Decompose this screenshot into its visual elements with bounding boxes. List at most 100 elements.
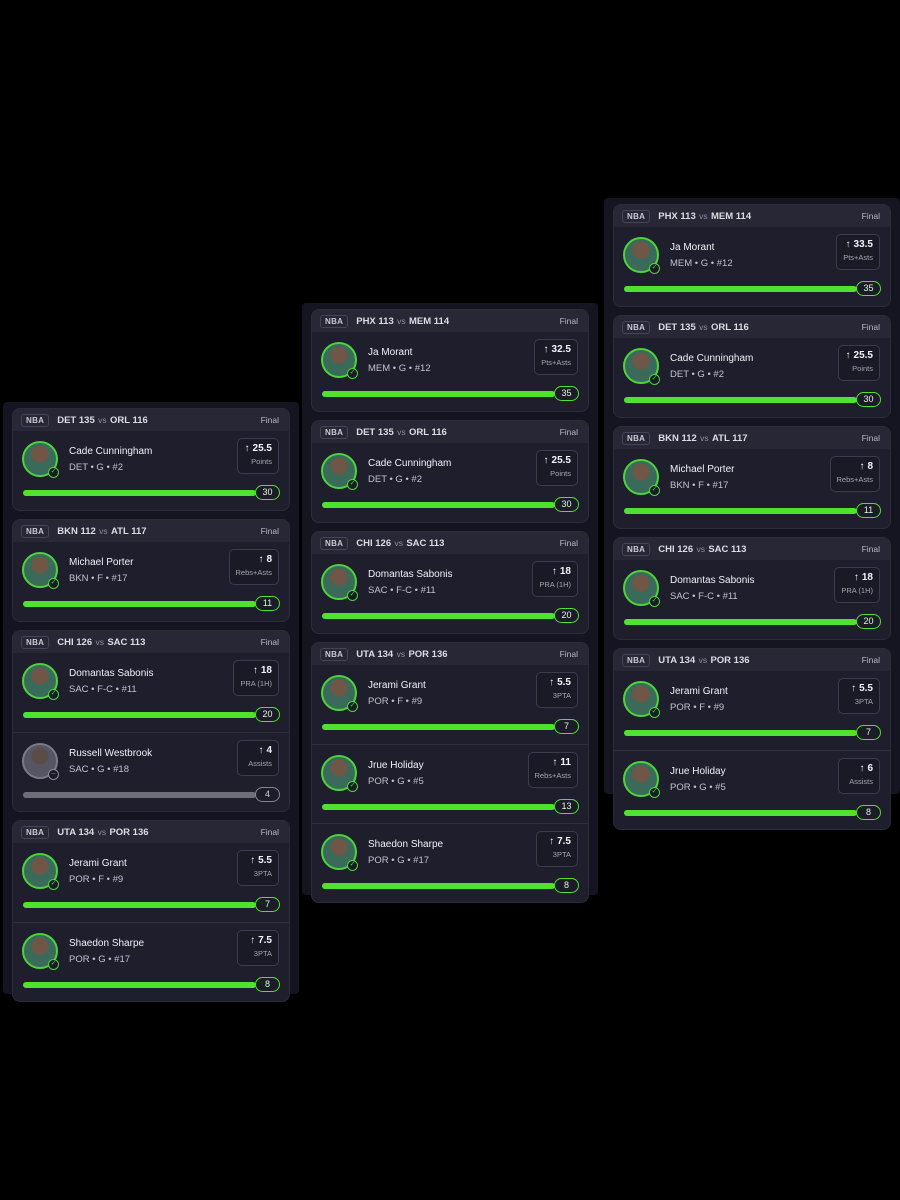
player-row[interactable]: ✓ Jerami Grant POR • F • #9 ↑ 5.5 3PTA 7 [312, 665, 588, 744]
player-row[interactable]: ✓ Cade Cunningham DET • G • #2 ↑ 25.5 Points 3… [614, 338, 890, 417]
game-card[interactable]: NBA UTA 134 vs POR 136 Final ✓ Jerami Grant P… [12, 820, 290, 1002]
player-avatar: ✓ [623, 237, 660, 274]
player-row[interactable]: ✓ Michael Porter BKN • F • #17 ↑ 8 Rebs+Asts 1… [614, 449, 890, 528]
progress-bar [624, 730, 857, 736]
player-avatar: ✓ [22, 853, 59, 890]
team2-score: 136 [132, 826, 149, 838]
progress-fill [322, 391, 555, 397]
line-value: ↑ 25.5 [244, 443, 272, 454]
matchup: CHI 126 vs SAC 113 [356, 538, 444, 549]
line-box[interactable]: ↑ 11 Rebs+Asts [527, 752, 578, 788]
line-box[interactable]: ↑ 6 Assists [838, 758, 880, 794]
game-card[interactable]: NBA UTA 134 vs POR 136 Final ✓ Jerami Grant P… [311, 642, 589, 903]
game-card[interactable]: NBA UTA 134 vs POR 136 Final ✓ Jerami Grant P… [613, 648, 891, 830]
matchup: UTA 134 vs POR 136 [356, 649, 447, 660]
arrow-up-icon: ↑ [845, 239, 851, 250]
player-row[interactable]: ✓ Ja Morant MEM • G • #12 ↑ 33.5 Pts+Asts 35 [614, 227, 890, 306]
line-box[interactable]: ↑ 18 PRA (1H) [233, 660, 279, 696]
team1-score: 134 [377, 648, 394, 660]
game-card[interactable]: NBA DET 135 vs ORL 116 Final ✓ Cade Cunningh… [12, 408, 290, 511]
line-number: 8 [266, 554, 272, 565]
stat-type: 3PTA [253, 949, 272, 958]
line-box[interactable]: ↑ 5.5 3PTA [838, 678, 880, 714]
team1-abbr: UTA [658, 654, 677, 666]
player-row[interactable]: ✓ Jrue Holiday POR • G • #5 ↑ 11 Rebs+Asts 13 [312, 744, 588, 823]
team1-score: 134 [78, 826, 95, 838]
team2-abbr: ATL [111, 525, 129, 537]
game-card[interactable]: NBA PHX 113 vs MEM 114 Final ✓ Ja Morant MEM … [613, 204, 891, 307]
progress-fill [322, 613, 555, 619]
player-row[interactable]: ✓ Jrue Holiday POR • G • #5 ↑ 6 Assists 8 [614, 750, 890, 829]
line-box[interactable]: ↑ 33.5 Pts+Asts [836, 234, 880, 270]
player-row[interactable]: ✓ Shaedon Sharpe POR • G • #17 ↑ 7.5 3PTA 8 [13, 922, 289, 1001]
progress-bar [23, 982, 256, 988]
result-badge: 30 [255, 485, 280, 500]
vs-label: vs [696, 210, 710, 221]
player-avatar: ✓ [321, 564, 358, 601]
game-card[interactable]: NBA CHI 126 vs SAC 113 Final ✓ Domantas Sabo… [12, 630, 290, 812]
line-box[interactable]: ↑ 8 Rebs+Asts [829, 456, 880, 492]
game-card[interactable]: NBA DET 135 vs ORL 116 Final ✓ Cade Cunningh… [311, 420, 589, 523]
game-header: NBA PHX 113 vs MEM 114 Final [312, 310, 588, 332]
line-box[interactable]: ↑ 25.5 Points [237, 438, 279, 474]
arrow-up-icon: ↑ [258, 745, 264, 756]
line-box[interactable]: ↑ 5.5 3PTA [536, 672, 578, 708]
line-box[interactable]: ↑ 25.5 Points [838, 345, 880, 381]
check-icon: ✓ [48, 959, 59, 970]
player-row[interactable]: ✓ Michael Porter BKN • F • #17 ↑ 8 Rebs+Asts 1… [13, 542, 289, 621]
team1-abbr: UTA [57, 826, 76, 838]
stat-type: 3PTA [552, 850, 571, 859]
player-info: MEM • G • #12 [368, 363, 431, 374]
player-row[interactable]: ✓ Domantas Sabonis SAC • F-C • #11 ↑ 18 PRA (… [614, 560, 890, 639]
team1-score: 112 [80, 525, 96, 537]
game-card[interactable]: NBA CHI 126 vs SAC 113 Final ✓ Domantas Sabo… [613, 537, 891, 640]
league-badge: NBA [622, 209, 651, 223]
line-box[interactable]: ↑ 5.5 3PTA [237, 850, 279, 886]
result-badge: 11 [255, 596, 280, 611]
game-card[interactable]: NBA DET 135 vs ORL 116 Final ✓ Cade Cunningh… [613, 315, 891, 418]
line-value: ↑ 8 [236, 554, 272, 565]
stat-type: 3PTA [854, 697, 873, 706]
player-row[interactable]: ✓ Cade Cunningham DET • G • #2 ↑ 25.5 Points 3… [312, 443, 588, 522]
stat-type: Points [550, 469, 571, 478]
line-box[interactable]: ↑ 7.5 3PTA [536, 831, 578, 867]
line-box[interactable]: ↑ 18 PRA (1H) [834, 567, 880, 603]
progress-bar [624, 397, 857, 403]
line-box[interactable]: ↑ 4 Assists [237, 740, 279, 776]
player-row[interactable]: ✓ Cade Cunningham DET • G • #2 ↑ 25.5 Points 3… [13, 431, 289, 510]
player-row[interactable]: ✓ Shaedon Sharpe POR • G • #17 ↑ 7.5 3PTA 8 [312, 823, 588, 902]
progress-bar [322, 613, 555, 619]
player-name: Jerami Grant [670, 686, 728, 697]
player-avatar: ✓ [623, 761, 660, 798]
game-card[interactable]: NBA BKN 112 vs ATL 117 Final ✓ Michael Porte… [613, 426, 891, 529]
line-box[interactable]: ↑ 8 Rebs+Asts [228, 549, 279, 585]
game-card[interactable]: NBA CHI 126 vs SAC 113 Final ✓ Domantas Sabo… [311, 531, 589, 634]
player-row[interactable]: ✓ Jerami Grant POR • F • #9 ↑ 5.5 3PTA 7 [13, 843, 289, 922]
line-box[interactable]: ↑ 7.5 3PTA [237, 930, 279, 966]
line-value: ↑ 11 [535, 757, 571, 768]
line-value: ↑ 18 [240, 665, 272, 676]
team1-abbr: DET [658, 321, 678, 333]
player-row[interactable]: ✓ Jerami Grant POR • F • #9 ↑ 5.5 3PTA 7 [614, 671, 890, 750]
game-status: Final [861, 211, 880, 221]
player-row[interactable]: ✓ Domantas Sabonis SAC • F-C • #11 ↑ 18 PRA (… [312, 554, 588, 633]
line-box[interactable]: ↑ 25.5 Points [536, 450, 578, 486]
player-row[interactable]: ✓ Ja Morant MEM • G • #12 ↑ 32.5 Pts+Asts 35 [312, 332, 588, 411]
player-info: POR • F • #9 [670, 702, 725, 713]
line-number: 18 [861, 572, 873, 583]
player-row[interactable]: – Russell Westbrook SAC • G • #18 ↑ 4 Assists… [13, 732, 289, 811]
progress-bar [322, 502, 555, 508]
game-card[interactable]: NBA BKN 112 vs ATL 117 Final ✓ Michael Porte… [12, 519, 290, 622]
line-box[interactable]: ↑ 18 PRA (1H) [532, 561, 578, 597]
arrow-up-icon: ↑ [250, 855, 256, 866]
result-badge: 7 [856, 725, 881, 740]
player-name: Shaedon Sharpe [368, 839, 444, 850]
team2-score: 116 [132, 414, 148, 426]
check-icon: ✓ [347, 781, 358, 792]
game-header: NBA CHI 126 vs SAC 113 Final [614, 538, 890, 560]
player-row[interactable]: ✓ Domantas Sabonis SAC • F-C • #11 ↑ 18 PRA (… [13, 653, 289, 732]
game-card[interactable]: NBA PHX 113 vs MEM 114 Final ✓ Ja Morant MEM … [311, 309, 589, 412]
result-badge: 8 [554, 878, 579, 893]
line-box[interactable]: ↑ 32.5 Pts+Asts [534, 339, 578, 375]
line-value: ↑ 25.5 [543, 455, 571, 466]
